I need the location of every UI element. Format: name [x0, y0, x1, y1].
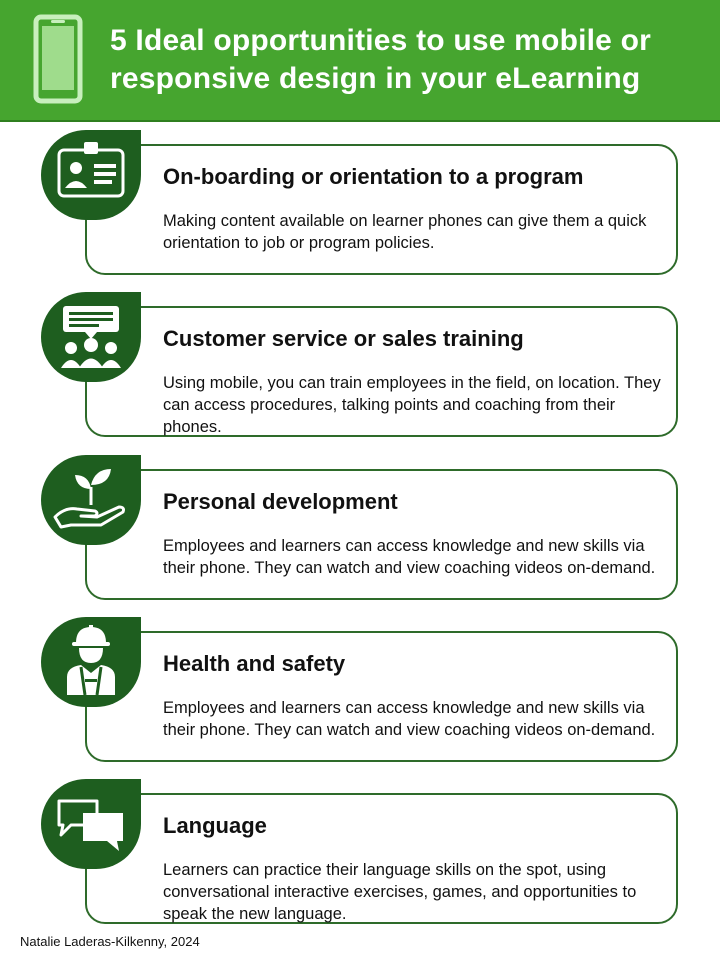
- card-body: Employees and learners can access knowle…: [163, 537, 656, 577]
- card-onboarding: On-boarding or orientation to a program …: [85, 144, 678, 275]
- card-title: Language: [163, 813, 267, 838]
- smartphone-icon: [33, 14, 83, 104]
- title-line-2: responsive design in your eLearning: [110, 62, 641, 95]
- id-badge-icon: [57, 142, 125, 198]
- header-banner: 5 Ideal opportunities to use mobile or r…: [0, 0, 720, 122]
- card-body: Learners can practice their language ski…: [163, 861, 637, 923]
- card-health-safety: Health and safety Employees and learners…: [85, 631, 678, 762]
- card-language: Language Learners can practice their lan…: [85, 793, 678, 924]
- card-personal-development: Personal development Employees and learn…: [85, 469, 678, 600]
- conversation-icon: [57, 799, 123, 851]
- badge-language: [41, 779, 141, 869]
- group-chat-icon: [61, 306, 121, 368]
- card-title: Personal development: [163, 489, 398, 514]
- card-title: On-boarding or orientation to a program: [163, 164, 584, 189]
- card-customer-service: Customer service or sales training Using…: [85, 306, 678, 437]
- construction-worker-icon: [67, 625, 115, 696]
- badge-health-safety: [41, 617, 141, 707]
- author-credit: Natalie Laderas-Kilkenny, 2024: [20, 934, 200, 949]
- card-title: Health and safety: [163, 651, 346, 676]
- page-title: 5 Ideal opportunities to use mobile or r…: [110, 22, 710, 98]
- card-body: Making content available on learner phon…: [163, 212, 647, 252]
- plant-in-hand-icon: [53, 469, 125, 529]
- badge-customer-service: [41, 292, 141, 382]
- card-body: Employees and learners can access knowle…: [163, 699, 656, 739]
- card-title: Customer service or sales training: [163, 326, 524, 351]
- card-body: Using mobile, you can train employees in…: [163, 374, 661, 436]
- badge-personal-development: [41, 455, 141, 545]
- badge-onboarding: [41, 130, 141, 220]
- title-line-1: 5 Ideal opportunities to use mobile or: [110, 24, 651, 57]
